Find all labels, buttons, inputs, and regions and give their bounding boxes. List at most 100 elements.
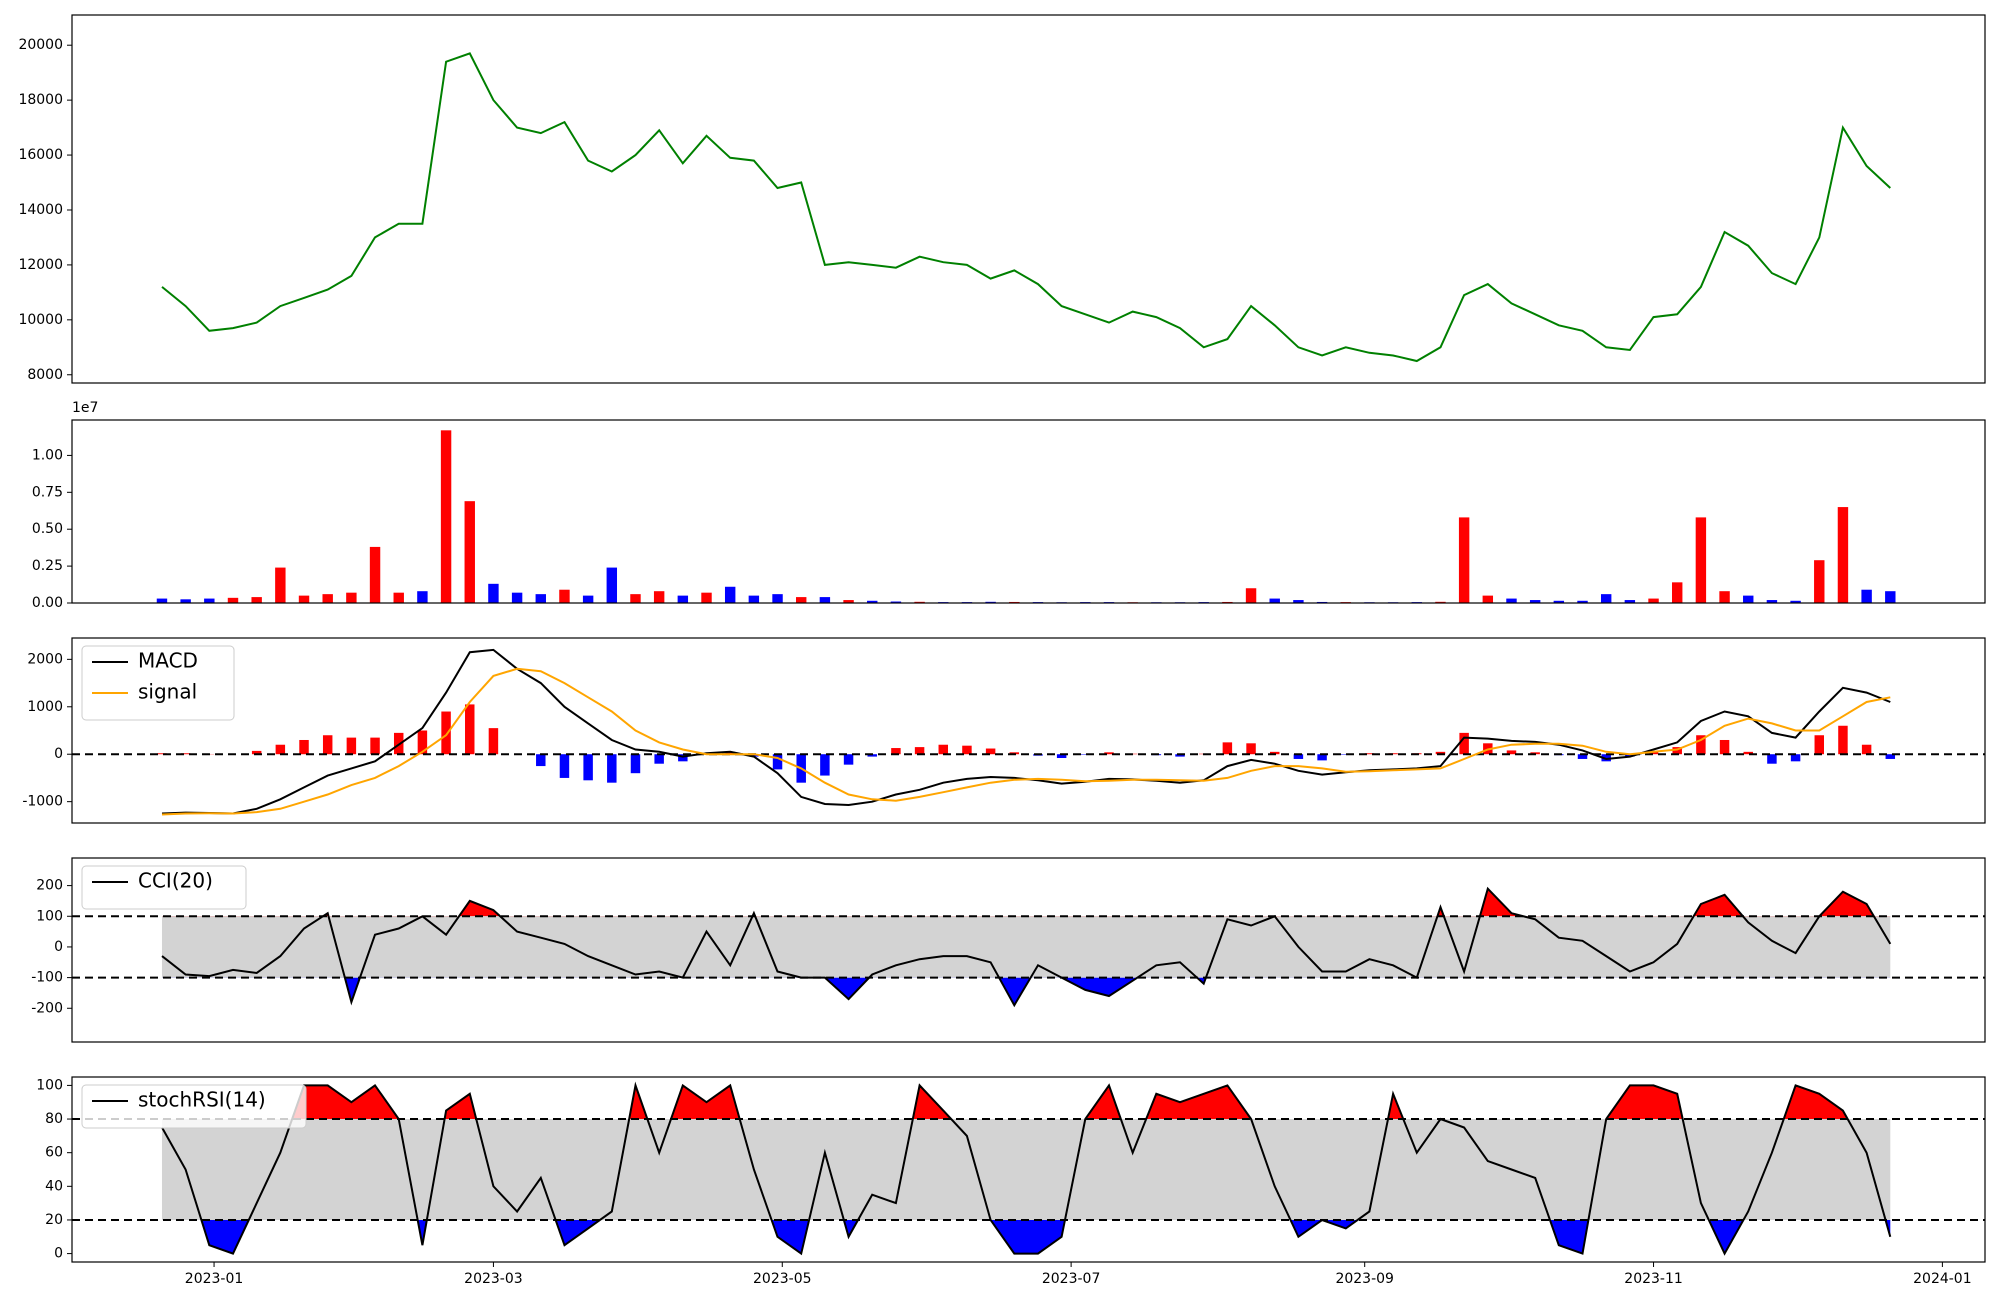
volume-bar <box>796 597 807 603</box>
histogram-bar <box>346 737 357 755</box>
legend-label: MACD <box>138 649 198 673</box>
volume-bar <box>488 583 499 603</box>
histogram-bar <box>772 754 783 770</box>
volume-bar <box>393 592 404 603</box>
neutral-band <box>161 1119 1891 1220</box>
y-tick-label: 1.00 <box>32 447 63 463</box>
histogram-bar <box>180 753 191 755</box>
volume-bar <box>653 591 665 603</box>
volume-bar <box>1245 588 1257 603</box>
legend-box <box>81 645 235 721</box>
oversold-fill <box>201 1219 1891 1254</box>
volume-bar <box>748 595 760 603</box>
y-tick-label: 16000 <box>18 147 63 163</box>
series-line <box>161 667 1891 816</box>
y-tick-label: 40 <box>45 1178 63 1194</box>
histogram-bar <box>1861 744 1872 755</box>
panel-background <box>72 638 1985 823</box>
histogram-bar <box>1672 747 1682 755</box>
y-tick-label: 80 <box>45 1111 63 1127</box>
legend-label: signal <box>138 680 197 704</box>
x-tick-label: 2024-01 <box>1913 1271 1972 1287</box>
volume-bar <box>1293 600 1304 603</box>
histogram-bar <box>157 753 167 755</box>
volume-bar <box>156 598 168 603</box>
oversold-fill <box>161 977 1891 1006</box>
histogram-bar <box>275 744 286 755</box>
y-tick-label: 10000 <box>18 312 63 328</box>
histogram-bar <box>417 730 428 755</box>
x-tick-label: 2023-09 <box>1335 1271 1394 1287</box>
histogram-bar <box>678 754 688 762</box>
histogram-bar <box>1246 743 1256 755</box>
volume-bar <box>298 595 310 603</box>
y-tick-label: 0.25 <box>32 558 63 574</box>
y-tick-label: 100 <box>36 908 63 924</box>
volume-bar <box>724 586 736 603</box>
volume-bar <box>1837 507 1849 603</box>
volume-bar <box>511 592 523 603</box>
histogram-bar <box>1317 754 1327 761</box>
histogram-bar <box>488 728 499 755</box>
histogram-bar <box>1056 754 1067 759</box>
histogram-bar <box>843 754 854 765</box>
volume-bar <box>1861 589 1872 603</box>
histogram-bar <box>1459 732 1469 755</box>
histogram-bar <box>299 739 309 755</box>
histogram-bar <box>749 754 759 757</box>
y-tick-label: 20000 <box>18 37 63 53</box>
offset-label: 1e7 <box>72 400 98 416</box>
price-line <box>161 52 1891 363</box>
histogram-bar <box>1601 754 1611 762</box>
volume-bar <box>559 589 570 603</box>
y-tick-label: 100 <box>36 1077 63 1093</box>
overbought-fill <box>292 1085 1848 1120</box>
volume-bar <box>1624 600 1636 603</box>
volume-bar <box>180 599 191 603</box>
series-line <box>161 886 1892 1008</box>
x-tick-label: 2023-07 <box>1042 1271 1101 1287</box>
histogram-bar <box>536 754 546 767</box>
volume-bar <box>677 595 689 603</box>
volume-bar <box>1743 595 1754 603</box>
volume-bar <box>1577 600 1588 603</box>
volume-bar <box>1766 600 1778 603</box>
volume-bar <box>1529 600 1541 603</box>
volume-bar <box>1600 594 1612 603</box>
histogram-bar <box>583 754 593 781</box>
y-tick-label: -200 <box>31 1000 63 1016</box>
volume-bar <box>204 598 215 603</box>
volume-bar <box>322 594 333 603</box>
histogram-bar <box>1269 751 1280 755</box>
legend-box <box>81 865 247 910</box>
volume-bar <box>1885 591 1896 603</box>
volume-bar <box>819 597 831 603</box>
volume-bar <box>772 594 783 603</box>
histogram-bar <box>725 751 735 755</box>
y-tick-label: 1000 <box>27 699 63 715</box>
legend-box <box>81 1084 307 1129</box>
histogram-bar <box>1625 754 1635 757</box>
volume-bar <box>843 600 854 603</box>
panel-frame <box>71 14 1986 384</box>
y-tick-label: 18000 <box>18 92 63 108</box>
panel-background <box>72 15 1985 383</box>
volume-bar <box>1506 598 1517 603</box>
histogram-bar <box>1885 754 1896 759</box>
histogram-bar <box>1293 754 1304 759</box>
legend-label: CCI(20) <box>138 869 213 893</box>
y-tick-label: 0 <box>54 1246 63 1262</box>
volume-bar <box>440 430 452 603</box>
x-tick-label: 2023-01 <box>185 1271 244 1287</box>
y-tick-label: 0.50 <box>32 521 63 537</box>
histogram-bar <box>251 750 262 755</box>
histogram-bar <box>1506 750 1517 755</box>
volume-bar <box>535 594 546 603</box>
histogram-bar <box>607 754 617 783</box>
neutral-band <box>161 916 1891 978</box>
volume-bar <box>464 501 475 603</box>
volume-bar <box>701 592 712 603</box>
histogram-bar <box>322 735 333 755</box>
